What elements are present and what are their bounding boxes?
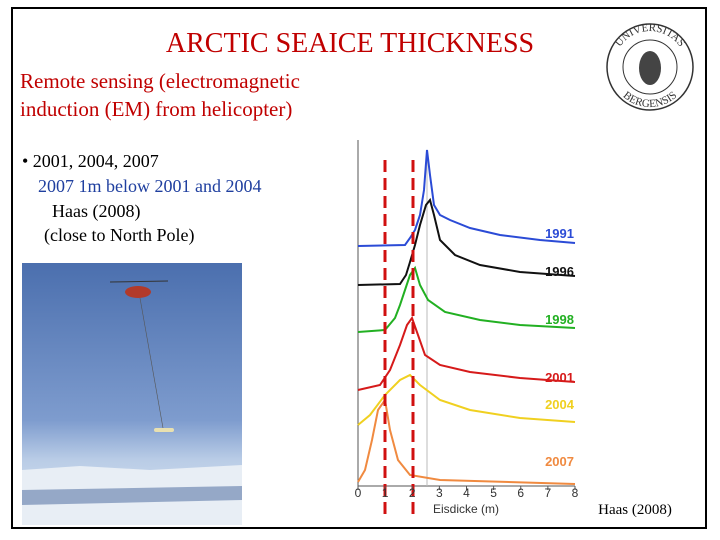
logo-text-top: UNIVERSITAS (613, 22, 688, 49)
x-tick-label: 7 (545, 486, 552, 500)
logo-ring (622, 39, 678, 95)
photo-helicopter (125, 286, 151, 298)
curve-1996 (357, 197, 576, 286)
logo-owl (639, 51, 661, 85)
curve-2007 (357, 397, 576, 485)
bullet-note: 2007 1m below 2001 and 2004 (38, 176, 261, 196)
x-tick-label: 5 (490, 486, 497, 500)
logo-text: BERGENSIS (621, 89, 679, 110)
curve-2004 (357, 373, 576, 426)
photo-em-bird (154, 428, 174, 432)
series-label: 1998 (545, 312, 574, 327)
x-tick-label: 0 (355, 486, 362, 500)
curve-1998 (357, 265, 576, 333)
series-label: 1996 (545, 264, 574, 279)
subtitle-line: induction (EM) from helicopter) (20, 97, 292, 121)
x-tick-label: 1 (382, 486, 389, 500)
logo-text: UNIVERSITAS (613, 22, 688, 49)
photo (22, 263, 242, 525)
photo-rotor (109, 280, 169, 283)
subtitle-line: Remote sensing (electromagnetic (20, 69, 300, 93)
figure: 1991 1996 1998 2001 2004 2007 0 1 2 3 4 5 6 7 8 Eisdi… (355, 140, 579, 520)
credit: Haas (2008) (598, 502, 672, 518)
bullet-place: (close to North Pole) (44, 225, 194, 246)
logo-ring (606, 23, 694, 111)
photo-cable (139, 297, 164, 429)
slide-frame (11, 7, 707, 529)
series-label: 1991 (545, 226, 574, 241)
x-tick-label: 4 (463, 486, 470, 500)
photo-water (22, 486, 242, 505)
x-tick-label: 8 (572, 486, 579, 500)
bullet: • 2001, 2004, 2007 (22, 151, 159, 171)
series-label: 2001 (545, 370, 574, 385)
x-tick-label: 3 (436, 486, 443, 500)
x-tick-label: 2 (409, 486, 416, 500)
series-label: 2007 (545, 454, 574, 469)
series-label: 2004 (545, 397, 575, 412)
curve-1991 (357, 149, 576, 247)
logo: UNIVERSITAS BERGENSIS (606, 22, 694, 111)
bullet-source: Haas (2008) (52, 201, 140, 222)
logo-text-bottom: BERGENSIS (621, 89, 679, 110)
curve-2001 (357, 315, 576, 391)
x-tick-label: 6 (517, 486, 524, 500)
title: ARCTIC SEAICE THICKNESS (166, 28, 534, 59)
x-axis-label: Eisdicke (m) (433, 502, 499, 516)
